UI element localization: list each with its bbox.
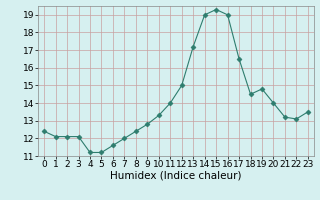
X-axis label: Humidex (Indice chaleur): Humidex (Indice chaleur) <box>110 171 242 181</box>
